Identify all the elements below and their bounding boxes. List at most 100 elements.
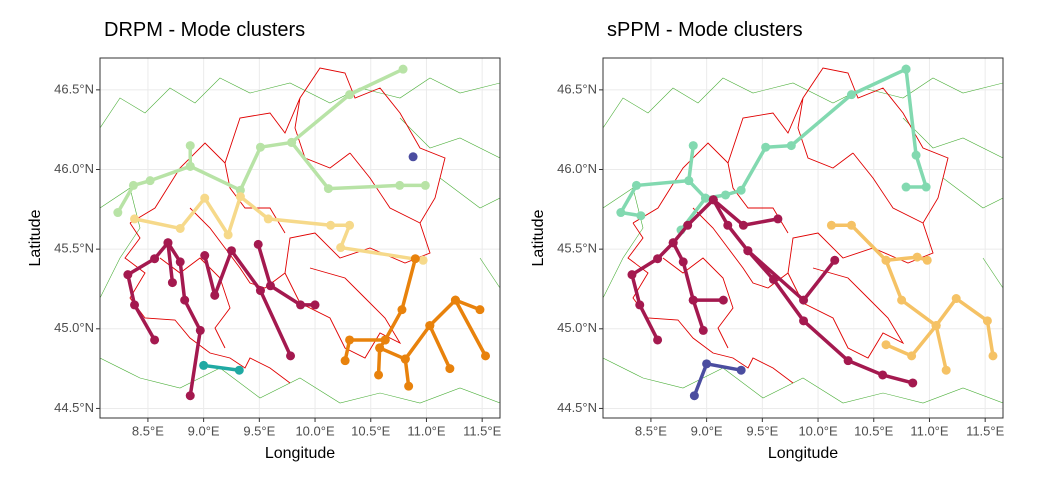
cluster-point [323, 184, 333, 194]
y-tick-label: 44.5°N [557, 400, 597, 415]
cluster-point [340, 356, 350, 366]
cluster-point [235, 185, 245, 195]
x-tick-label: 10.0°E [295, 423, 335, 438]
cluster-point [336, 243, 346, 253]
cluster-point [345, 335, 355, 345]
cluster-point [263, 214, 273, 224]
x-tick-label: 10.5°E [351, 423, 391, 438]
cluster-point [226, 246, 236, 256]
cluster-point [128, 180, 138, 190]
cluster-point [826, 220, 836, 230]
y-axis-label: Latitude [27, 209, 44, 266]
x-tick-label: 10.0°E [798, 423, 838, 438]
x-tick-label: 11.0°E [407, 423, 446, 438]
x-tick-label: 9.5°E [746, 423, 778, 438]
cluster-point [400, 354, 410, 364]
cluster-point [723, 220, 733, 230]
cluster-point [253, 239, 263, 249]
cluster-point [718, 295, 728, 305]
cluster-point [123, 270, 133, 280]
cluster-point [398, 64, 408, 74]
cluster-point [481, 351, 491, 361]
y-axis-label: Latitude [530, 209, 547, 266]
y-tick-label: 46.0°N [557, 161, 597, 176]
y-tick-label: 46.0°N [54, 161, 94, 176]
cluster-point [951, 294, 961, 304]
cluster-point [475, 305, 485, 315]
cluster-line [132, 194, 425, 263]
cluster-point [163, 238, 173, 248]
cluster-point [678, 257, 688, 267]
cluster-point [684, 176, 694, 186]
x-tick-label: 10.5°E [854, 423, 894, 438]
cluster-point [374, 370, 384, 380]
x-tick-label: 8.5°E [635, 423, 667, 438]
cluster-point [627, 270, 637, 280]
cluster-point [235, 192, 245, 202]
cluster-point [408, 152, 418, 162]
cluster-point [395, 180, 405, 190]
cluster-point [653, 335, 663, 345]
cluster-point [799, 316, 809, 326]
cluster-point [738, 220, 748, 230]
x-axis-label: Longitude [265, 445, 335, 462]
y-tick-label: 45.5°N [557, 241, 597, 256]
x-tick-label: 8.5°E [132, 423, 164, 438]
cluster-point [286, 351, 296, 361]
cluster-point [445, 364, 455, 374]
cluster-point [420, 180, 430, 190]
cluster-point [653, 254, 663, 264]
cluster-point [761, 142, 771, 152]
cluster-point [195, 325, 205, 335]
cluster-point [922, 255, 932, 265]
cluster-point [175, 223, 185, 233]
cluster-point [988, 351, 998, 361]
y-tick-label: 46.5°N [54, 81, 94, 96]
cluster-point [846, 90, 856, 100]
cluster-point [167, 278, 177, 288]
cluster-point [708, 195, 718, 205]
cluster-point [175, 257, 185, 267]
cluster-point [901, 182, 911, 192]
panel-border [602, 57, 1004, 419]
cluster-point [843, 356, 853, 366]
cluster-point [375, 343, 385, 353]
cluster-point [234, 365, 244, 375]
cluster-point [773, 214, 783, 224]
y-tick-label: 45.5°N [54, 241, 94, 256]
cluster-point [287, 137, 297, 147]
cluster-point [799, 295, 809, 305]
cluster-point [881, 340, 891, 350]
cluster-point [636, 211, 646, 221]
y-tick-label: 46.5°N [557, 81, 597, 96]
cluster-point [668, 238, 678, 248]
cluster-point [688, 295, 698, 305]
x-tick-label: 9.0°E [691, 423, 723, 438]
cluster-point [345, 90, 355, 100]
cluster-point [908, 378, 918, 388]
cluster-point [265, 281, 275, 291]
cluster-line [630, 198, 915, 385]
cluster-point [150, 254, 160, 264]
cluster-point [701, 193, 711, 203]
panel: 8.5°E 9.0°E 9.5°E 10.0°E 10.5°E 11.0°E 11.5°E 4… [27, 19, 502, 462]
cluster-point [683, 220, 693, 230]
panel: 8.5°E 9.0°E 9.5°E 10.0°E 10.5°E 11.0°E 11.5°E 4… [530, 19, 1005, 462]
cluster-point [736, 185, 746, 195]
cluster-point [130, 300, 140, 310]
cluster-point [185, 141, 195, 151]
cluster-point [768, 274, 778, 284]
cluster-point [721, 190, 731, 200]
cluster-point [921, 182, 931, 192]
cluster-point [200, 193, 210, 203]
cluster-point [907, 351, 917, 361]
cluster-point [210, 290, 220, 300]
cluster-point [345, 220, 355, 230]
cluster-point [702, 359, 712, 369]
cluster-point [911, 150, 921, 160]
chart-title: DRPM - Mode clusters [104, 19, 305, 41]
cluster-point [380, 335, 390, 345]
cluster-point [130, 214, 140, 224]
cluster-point [185, 391, 195, 401]
